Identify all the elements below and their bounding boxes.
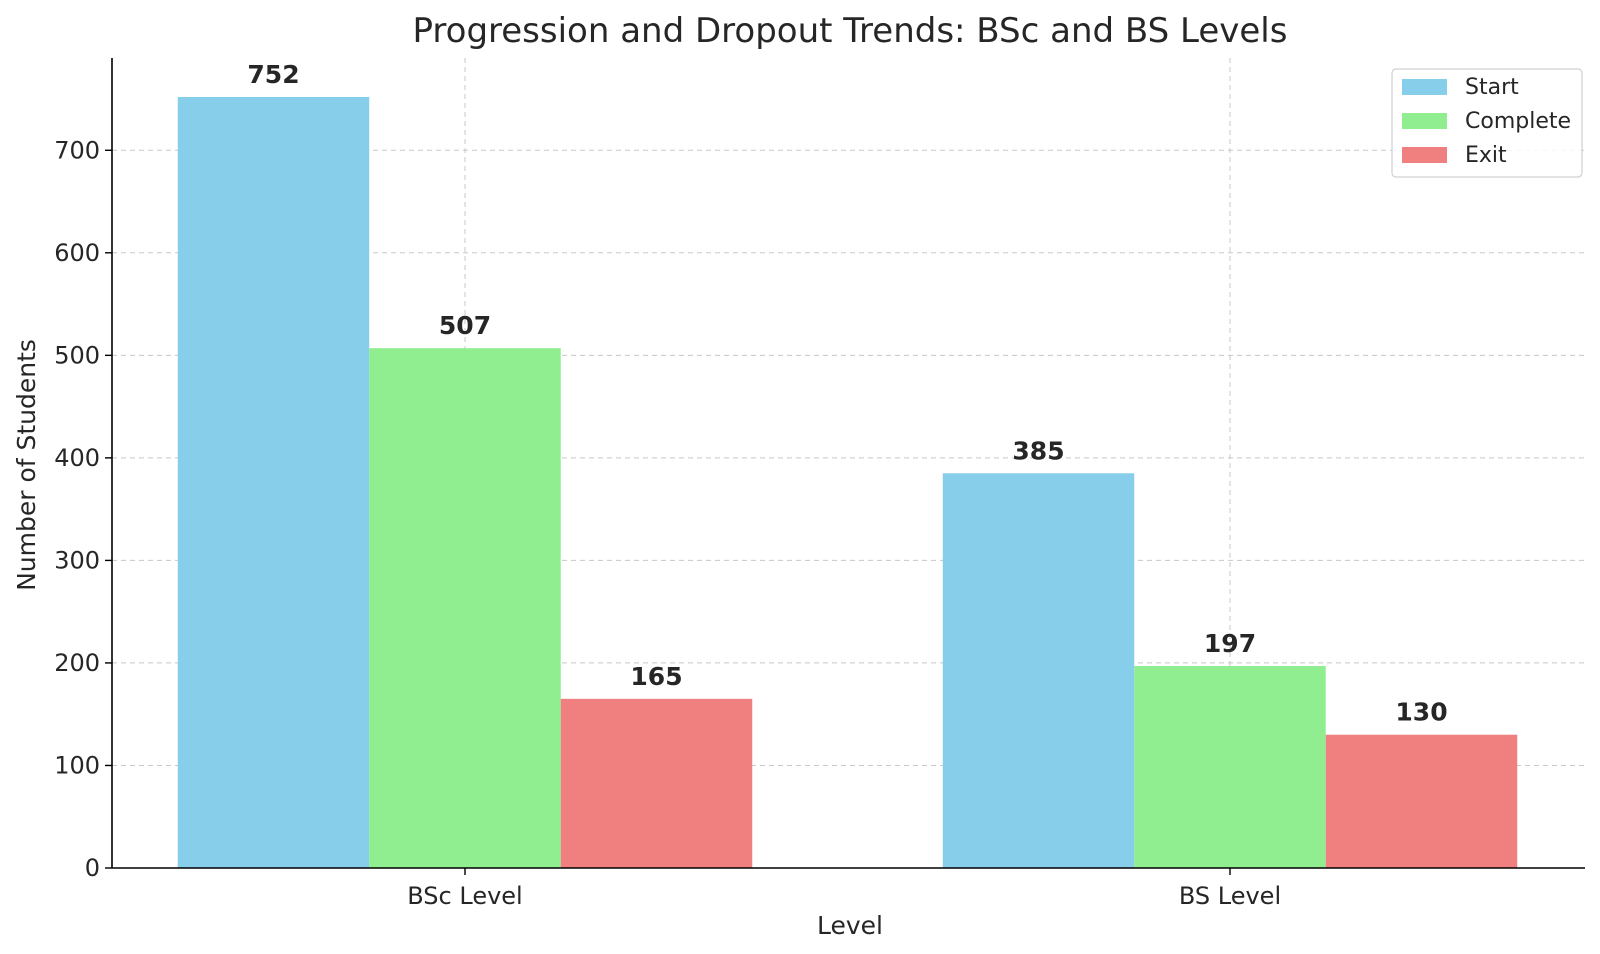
axes: 0 100 200 300 400 500 600 700 BSc Level BS Level bbox=[54, 58, 1585, 910]
bar-value-label: 385 bbox=[1012, 436, 1064, 465]
bar-value-label: 130 bbox=[1395, 698, 1447, 727]
bar bbox=[369, 348, 561, 868]
legend-swatch bbox=[1402, 79, 1447, 95]
y-axis-label: Number of Students bbox=[12, 339, 41, 591]
y-tick-label: 700 bbox=[54, 136, 100, 164]
legend: Start Complete Exit bbox=[1391, 68, 1583, 178]
bar-value-label: 165 bbox=[630, 662, 682, 691]
y-tick-label: 0 bbox=[85, 854, 100, 882]
y-tick-label: 500 bbox=[54, 341, 100, 369]
bar-value-label: 507 bbox=[439, 311, 491, 340]
y-tick-label: 100 bbox=[54, 751, 100, 779]
y-tick-label: 200 bbox=[54, 649, 100, 677]
y-tick-label: 600 bbox=[54, 239, 100, 267]
bar bbox=[942, 473, 1135, 868]
bar bbox=[1325, 734, 1518, 868]
legend-label: Exit bbox=[1465, 143, 1507, 168]
y-tick-label: 300 bbox=[54, 546, 100, 574]
bar bbox=[560, 698, 753, 868]
chart-title: Progression and Dropout Trends: BSc and … bbox=[413, 11, 1288, 51]
bar-value-label: 197 bbox=[1204, 629, 1256, 658]
bar-value-label: 752 bbox=[247, 60, 299, 89]
legend-swatch bbox=[1402, 147, 1447, 163]
bars bbox=[177, 96, 1518, 868]
y-tick-label: 400 bbox=[54, 444, 100, 472]
x-tick-label: BS Level bbox=[1179, 882, 1281, 910]
x-axis-label: Level bbox=[817, 911, 883, 940]
legend-label: Complete bbox=[1465, 109, 1571, 134]
x-tick-label: BSc Level bbox=[407, 882, 522, 910]
legend-swatch bbox=[1402, 113, 1447, 129]
legend-label: Start bbox=[1465, 75, 1519, 100]
bar bbox=[1134, 666, 1326, 868]
data-labels: 752 385 507 197 165 130 bbox=[247, 60, 1447, 727]
bar bbox=[177, 96, 370, 868]
